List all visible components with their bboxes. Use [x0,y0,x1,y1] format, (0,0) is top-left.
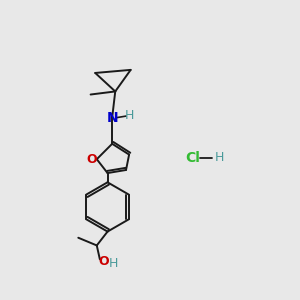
Text: O: O [87,153,98,166]
Text: N: N [106,111,118,124]
Text: O: O [98,255,109,268]
Text: H: H [125,109,135,122]
Text: H: H [214,151,224,164]
Text: Cl: Cl [185,151,200,165]
Text: H: H [109,257,118,270]
